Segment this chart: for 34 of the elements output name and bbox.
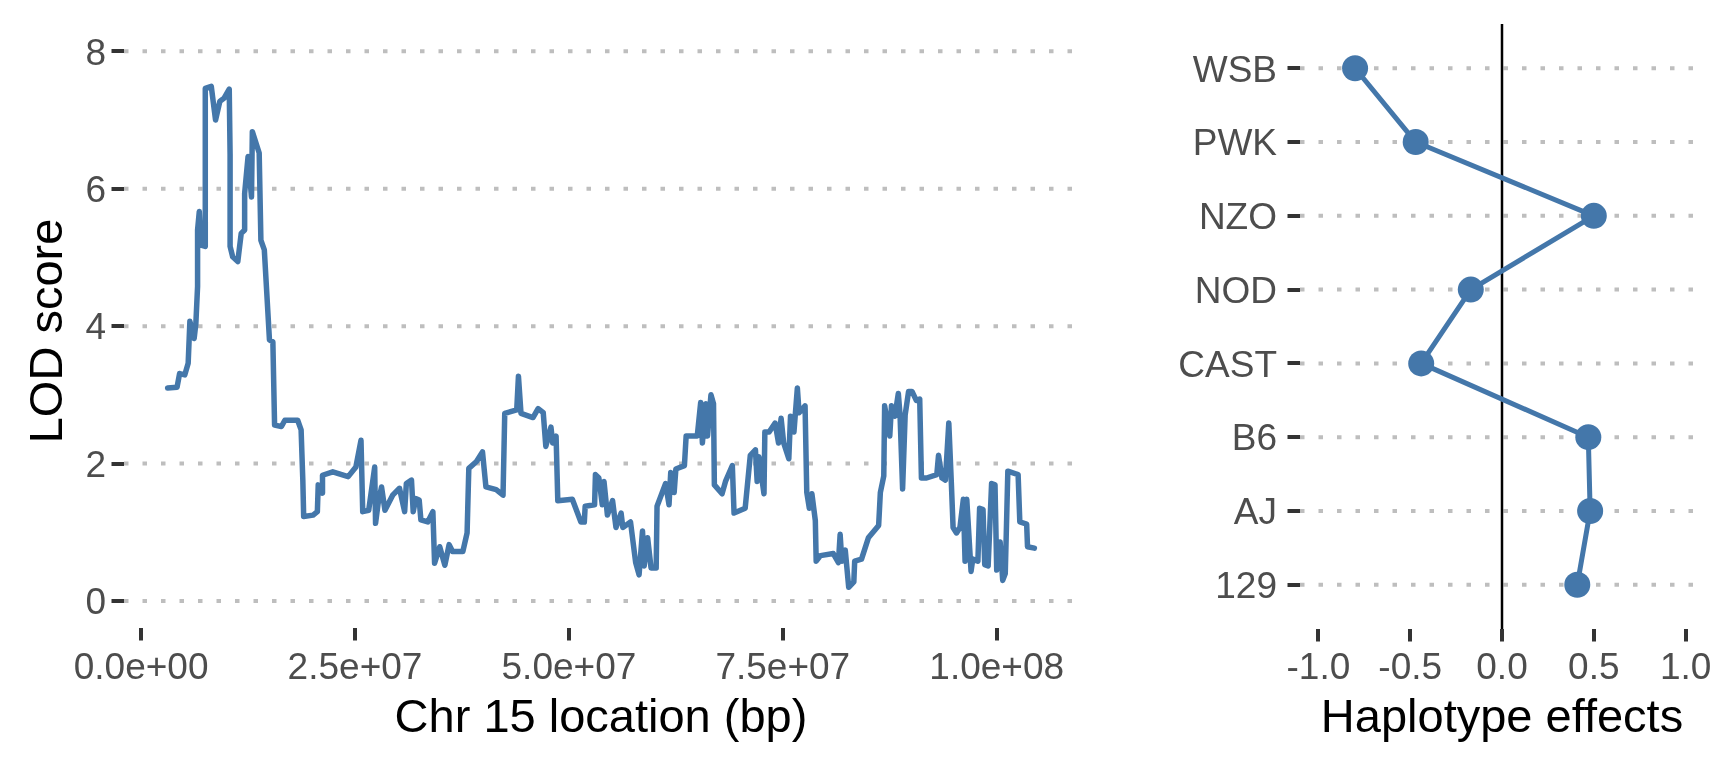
x-tick-label: 7.5e+07 <box>715 646 851 687</box>
y-axis-title: LOD score <box>19 218 72 444</box>
y-tick-label: 129 <box>1215 565 1277 607</box>
x-tick-label: -0.5 <box>1378 646 1443 687</box>
point <box>1457 276 1484 303</box>
point <box>1408 350 1435 377</box>
point <box>1342 55 1369 82</box>
x-tick-label: 0.5 <box>1568 646 1620 687</box>
y-tick-label: AJ <box>1233 491 1277 533</box>
x-tick-label: 2.5e+07 <box>287 646 423 687</box>
y-tick-label: 6 <box>85 169 106 211</box>
y-tick-label: 4 <box>85 306 106 348</box>
point <box>1402 129 1429 156</box>
x-axis-title: Chr 15 location (bp) <box>394 689 808 742</box>
x-tick-label: 0.0 <box>1476 646 1528 687</box>
point <box>1564 571 1591 598</box>
y-tick-label: 8 <box>85 31 106 73</box>
y-tick-label: NOD <box>1194 269 1277 311</box>
y-tick-label: WSB <box>1192 48 1277 90</box>
x-tick-label: 5.0e+07 <box>501 646 637 687</box>
y-tick-label: 0 <box>85 581 106 623</box>
y-tick-label: CAST <box>1178 343 1277 385</box>
point <box>1580 202 1607 229</box>
y-tick-label: NZO <box>1198 196 1277 238</box>
y-tick-label: B6 <box>1231 417 1277 459</box>
point <box>1577 497 1604 524</box>
y-tick-label: 2 <box>85 443 106 485</box>
y-tick-label: PWK <box>1192 122 1278 164</box>
point <box>1575 424 1602 451</box>
x-tick-label: 1.0e+08 <box>929 646 1065 687</box>
x-axis-title: Haplotype effects <box>1320 689 1684 742</box>
x-tick-label: 0.0e+00 <box>73 646 209 687</box>
x-tick-label: 1.0 <box>1659 646 1712 687</box>
x-tick-label: -1.0 <box>1286 646 1351 687</box>
